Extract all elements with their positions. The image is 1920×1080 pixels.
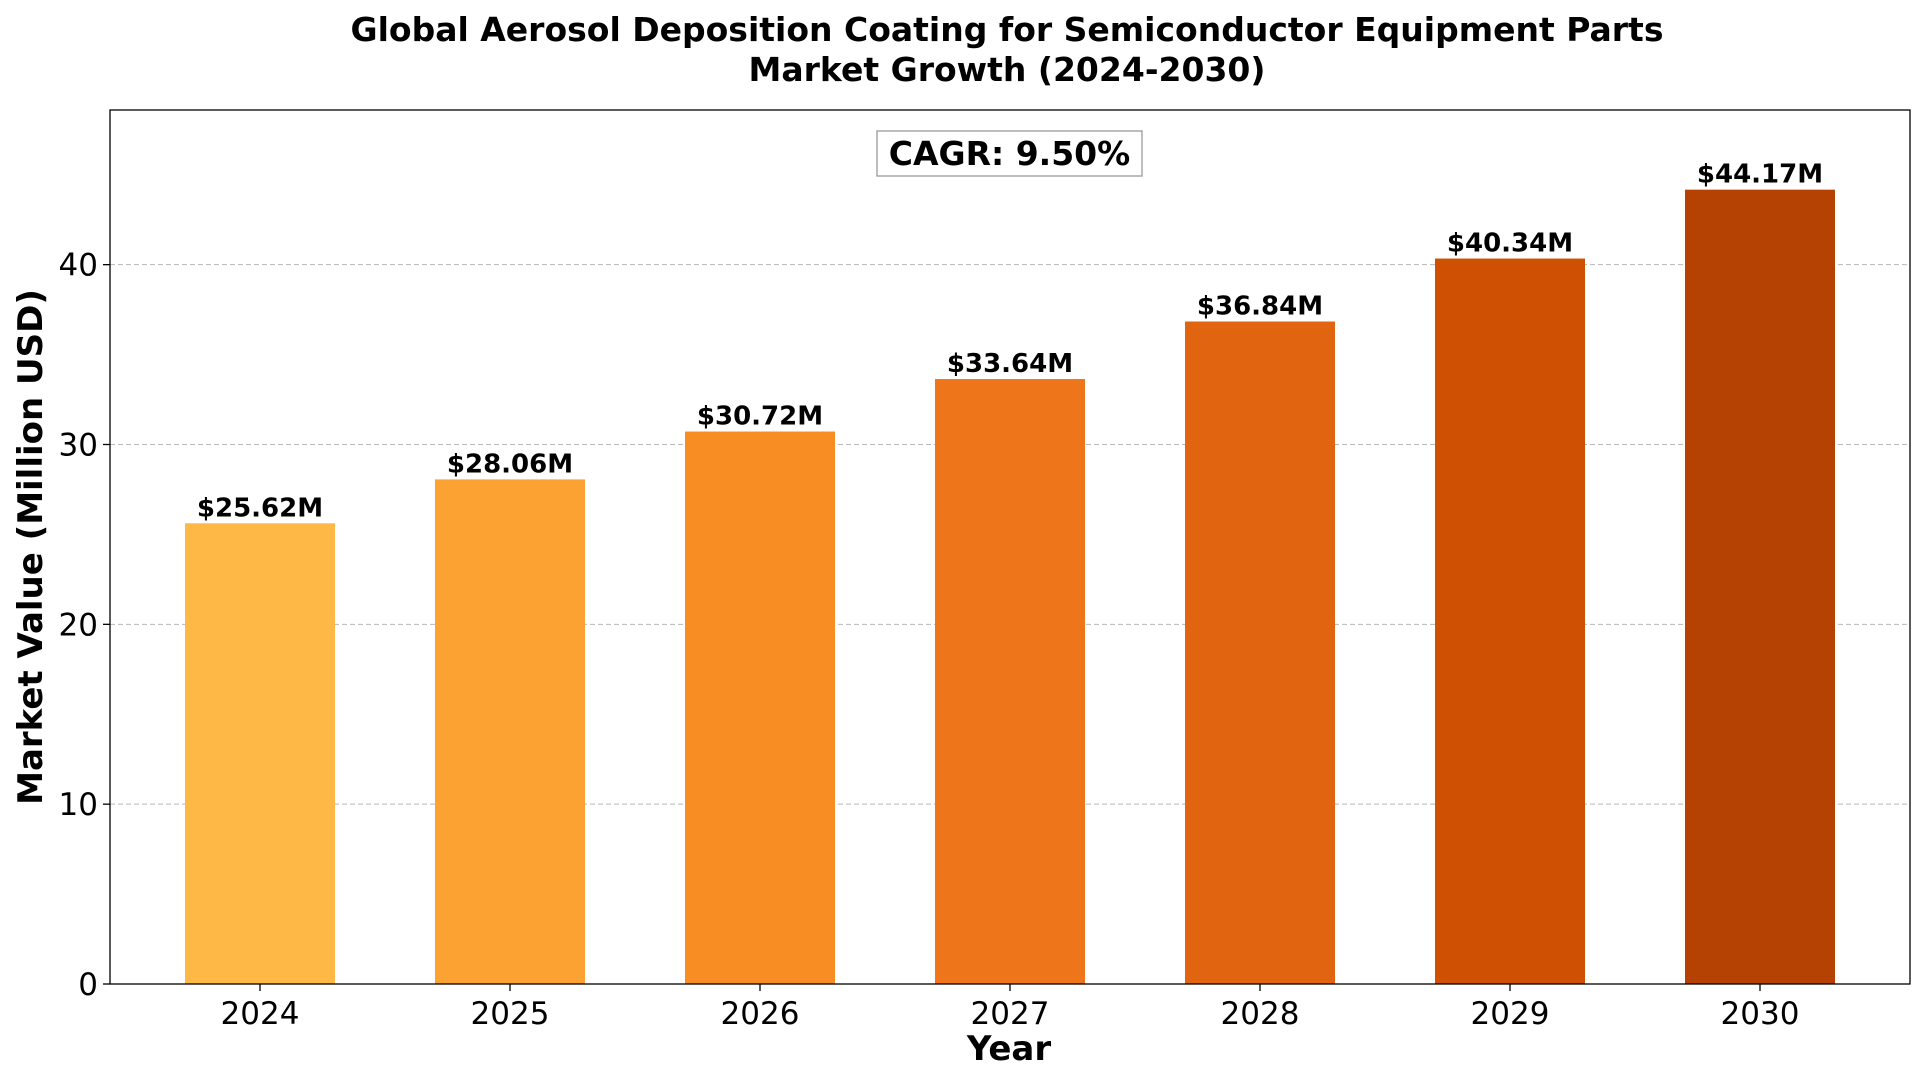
x-tick-label-2028: 2028 [1221, 996, 1300, 1032]
x-axis-label: Year [966, 1029, 1052, 1069]
x-axis-ticks: 2024 2025 2026 2027 2028 2029 2030 [221, 984, 1800, 1032]
bars-group [185, 189, 1835, 985]
bar-2026 [685, 431, 835, 985]
data-label-2025: $28.06M [447, 449, 573, 479]
bar-2029 [1435, 258, 1585, 984]
y-tick-label-30: 30 [59, 427, 98, 463]
data-label-2030: $44.17M [1697, 160, 1823, 190]
data-label-2029: $40.34M [1447, 229, 1573, 259]
x-tick-label-2025: 2025 [471, 996, 550, 1032]
x-tick-label-2030: 2030 [1721, 996, 1800, 1032]
y-axis-label: Market Value (Million USD) [11, 289, 51, 805]
y-tick-label-10: 10 [59, 787, 98, 823]
y-tick-label-40: 40 [59, 248, 98, 284]
chart-title-line-2: Market Growth (2024-2030) [749, 50, 1266, 89]
data-labels-group: $25.62M $28.06M $30.72M $33.64M $36.84M $40.3… [197, 160, 1823, 524]
bar-2027 [935, 379, 1085, 984]
bar-2030 [1685, 189, 1835, 984]
x-tick-label-2029: 2029 [1471, 996, 1550, 1032]
bar-2025 [435, 479, 585, 984]
cagr-annotation: CAGR: 9.50% [876, 130, 1143, 177]
y-tick-label-20: 20 [59, 607, 98, 643]
y-tick-label-0: 0 [78, 967, 98, 1003]
bar-2028 [1185, 321, 1335, 984]
plot-frame [109, 109, 1911, 985]
data-label-2027: $33.64M [947, 349, 1073, 379]
data-label-2024: $25.62M [197, 493, 323, 523]
cagr-text: CAGR: 9.50% [889, 134, 1130, 173]
y-axis-ticks: 0 10 20 30 40 [59, 248, 110, 1003]
bar-2024 [185, 523, 335, 984]
cagr-box [876, 130, 1143, 177]
data-label-2026: $30.72M [697, 402, 823, 432]
x-tick-label-2027: 2027 [971, 996, 1050, 1032]
data-label-2028: $36.84M [1197, 291, 1323, 321]
x-tick-label-2024: 2024 [221, 996, 300, 1032]
x-tick-label-2026: 2026 [721, 996, 800, 1032]
chart-title-line-1: Global Aerosol Deposition Coating for Se… [351, 10, 1664, 49]
